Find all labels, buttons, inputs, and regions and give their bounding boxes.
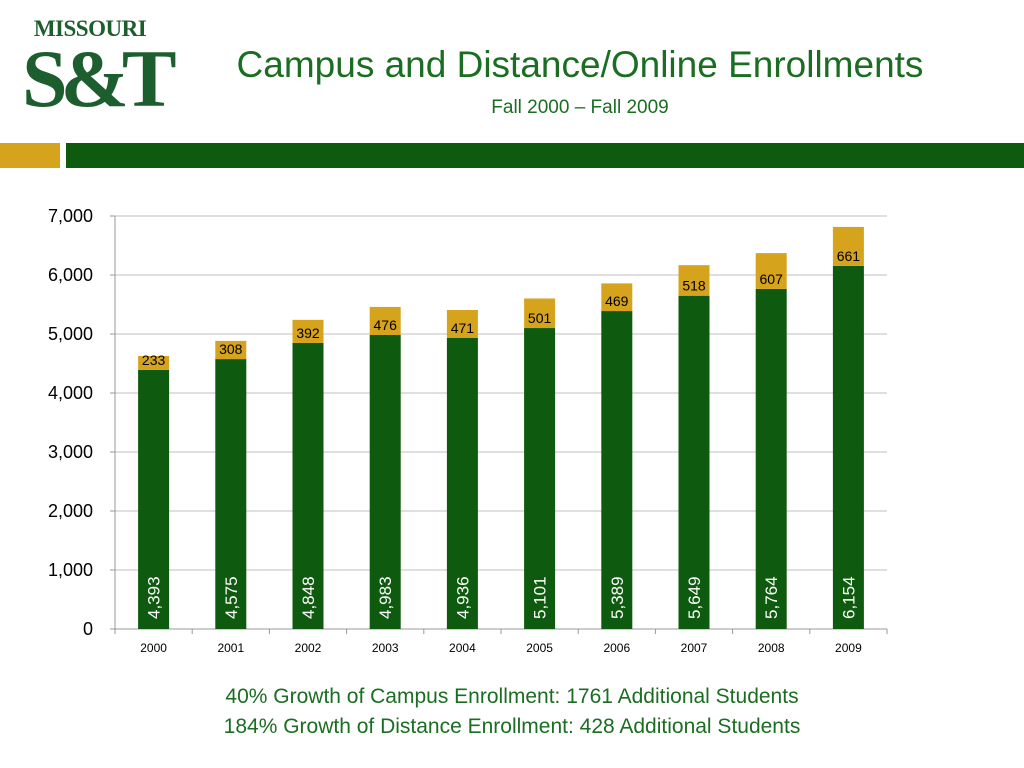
campus-value-label: 5,389: [608, 576, 627, 619]
bar-campus: [524, 328, 556, 629]
bar-campus: [369, 335, 401, 629]
distance-value-label: 518: [682, 278, 706, 294]
x-tick-label: 2002: [295, 641, 322, 655]
bar-campus: [678, 295, 710, 629]
campus-value-label: 5,101: [531, 576, 550, 619]
campus-value-label: 5,764: [762, 576, 781, 619]
x-tick-label: 2005: [526, 641, 553, 655]
y-tick-label: 5,000: [48, 324, 93, 344]
distance-value-label: 471: [451, 320, 475, 336]
x-tick-label: 2008: [758, 641, 785, 655]
x-tick-label: 2006: [603, 641, 630, 655]
missouri-st-logo: MISSOURI S&T: [22, 16, 177, 124]
distance-value-label: 607: [760, 271, 784, 287]
bar-distance: [292, 319, 324, 343]
bar-distance: [369, 306, 401, 336]
logo-main-text: S&T: [22, 33, 177, 124]
bar-campus: [138, 369, 170, 629]
y-tick-label: 1,000: [48, 560, 93, 580]
logo-top-text: MISSOURI: [33, 16, 147, 41]
distance-value-label: 392: [296, 325, 320, 341]
x-tick-label: 2001: [217, 641, 244, 655]
campus-value-label: 4,848: [299, 576, 318, 619]
bar-distance: [138, 356, 170, 370]
campus-value-label: 4,936: [453, 576, 472, 619]
campus-value-label: 5,649: [685, 576, 704, 619]
bar-distance: [215, 340, 247, 360]
y-tick-label: 4,000: [48, 383, 93, 403]
campus-value-label: 4,393: [145, 576, 164, 619]
bar-campus: [446, 337, 478, 629]
distance-value-label: 476: [374, 317, 398, 333]
distance-value-label: 661: [837, 248, 861, 264]
page-title: Campus and Distance/Online Enrollments: [236, 44, 924, 85]
x-tick-label: 2003: [372, 641, 399, 655]
y-tick-label: 6,000: [48, 265, 93, 285]
footer-campus-growth: 40% Growth of Campus Enrollment: 1761 Ad…: [225, 685, 799, 708]
bar-distance: [524, 298, 556, 329]
x-tick-label: 2000: [140, 641, 167, 655]
bar-distance: [446, 309, 478, 338]
bar-campus: [292, 342, 324, 629]
header-band-green: [66, 143, 1024, 168]
distance-value-label: 501: [528, 310, 552, 326]
campus-value-label: 4,983: [376, 576, 395, 619]
y-tick-label: 2,000: [48, 501, 93, 521]
bar-campus: [755, 288, 787, 629]
bar-distance: [601, 283, 633, 312]
distance-value-label: 469: [605, 293, 629, 309]
x-tick-label: 2004: [449, 641, 476, 655]
bar-campus: [601, 311, 633, 629]
bar-campus: [832, 265, 864, 629]
y-tick-label: 0: [83, 619, 93, 639]
bar-distance: [678, 265, 710, 296]
footer-distance-growth: 184% Growth of Distance Enrollment: 428 …: [223, 715, 801, 738]
y-tick-label: 3,000: [48, 442, 93, 462]
x-tick-label: 2007: [681, 641, 708, 655]
y-tick-label: 7,000: [48, 206, 93, 226]
distance-value-label: 308: [219, 341, 243, 357]
x-tick-label: 2009: [835, 641, 862, 655]
campus-value-label: 6,154: [839, 576, 858, 619]
enrollment-chart: 0 1,000 2,000 3,000 4,000 5,000 6,000 7,000 4,39…: [48, 206, 888, 655]
bar-distance: [755, 253, 787, 289]
bar-campus: [215, 359, 247, 629]
bar-distance: [832, 226, 864, 266]
campus-value-label: 4,575: [222, 576, 241, 619]
distance-value-label: 233: [142, 352, 166, 368]
page-subtitle: Fall 2000 – Fall 2009: [491, 97, 669, 118]
header-band-gold: [0, 143, 60, 168]
